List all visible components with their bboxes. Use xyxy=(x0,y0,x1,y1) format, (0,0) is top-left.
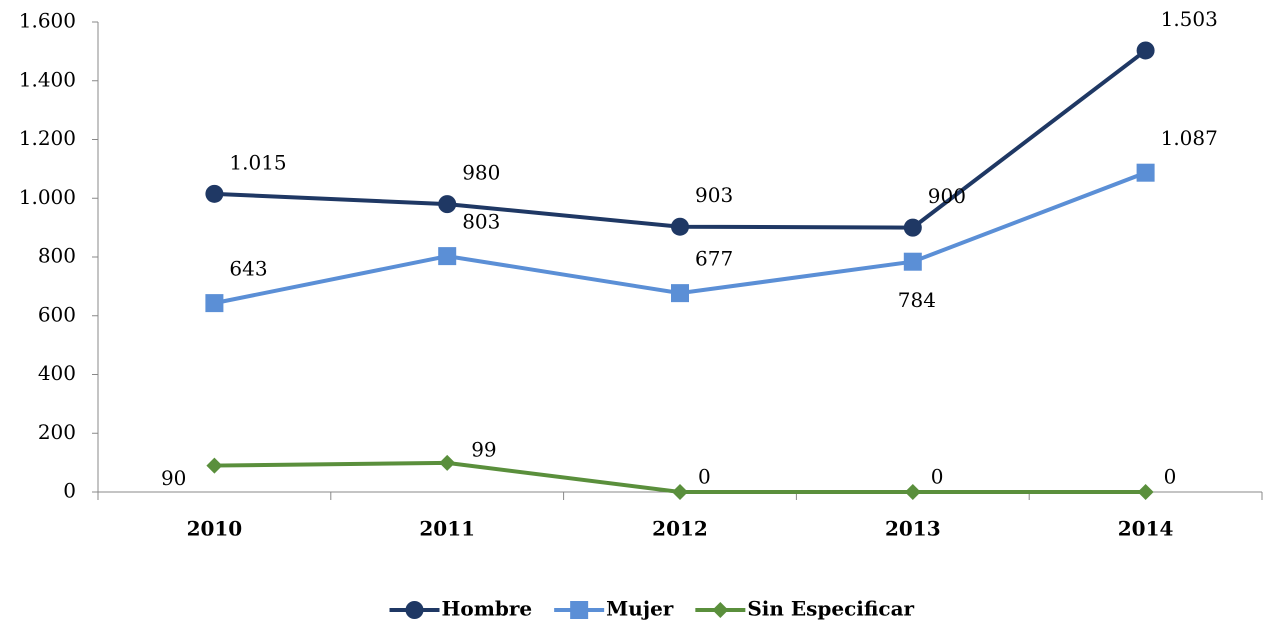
data-label: 784 xyxy=(898,288,936,312)
marker xyxy=(439,454,456,471)
marker xyxy=(904,484,921,500)
marker xyxy=(205,294,224,313)
x-tick-label: 2011 xyxy=(419,517,475,541)
marker xyxy=(206,457,223,474)
y-tick-label: 1.200 xyxy=(19,126,76,150)
marker xyxy=(671,284,689,303)
data-label: 1.015 xyxy=(229,150,286,174)
marker xyxy=(903,252,922,271)
legend-label: Mujer xyxy=(606,597,674,621)
marker xyxy=(1136,41,1155,60)
legend-label: Hombre xyxy=(442,597,533,621)
legend-marker xyxy=(570,601,589,619)
data-label: 803 xyxy=(462,210,500,234)
marker xyxy=(1136,163,1155,182)
x-tick-label: 2013 xyxy=(885,517,941,541)
data-label: 90 xyxy=(161,466,186,490)
y-tick-label: 1.600 xyxy=(19,9,76,33)
marker xyxy=(671,217,689,236)
x-tick-label: 2012 xyxy=(652,517,708,541)
legend-marker xyxy=(405,601,424,619)
y-tick-label: 600 xyxy=(38,302,76,326)
marker xyxy=(672,484,688,500)
x-tick-label: 2010 xyxy=(187,517,243,541)
data-label: 900 xyxy=(928,184,966,208)
x-tick-label: 2014 xyxy=(1118,517,1174,541)
line xyxy=(214,170,1147,306)
line xyxy=(214,48,1147,230)
data-label: 980 xyxy=(462,161,500,185)
data-label: 99 xyxy=(471,437,496,461)
legend-label: Sin Especificar xyxy=(747,597,914,621)
y-tick-label: 800 xyxy=(38,244,76,268)
y-tick-label: 0 xyxy=(63,479,76,503)
data-label: 0 xyxy=(698,465,711,489)
y-tick-label: 1.400 xyxy=(19,67,76,91)
data-label: 903 xyxy=(695,183,733,207)
y-tick-label: 400 xyxy=(38,361,76,385)
marker xyxy=(1137,484,1154,500)
marker xyxy=(438,247,457,266)
data-label: 1.087 xyxy=(1161,126,1218,150)
marker xyxy=(438,195,457,214)
data-label: 1.503 xyxy=(1161,7,1218,31)
y-tick-label: 200 xyxy=(38,420,76,444)
y-tick-label: 1.000 xyxy=(19,185,76,209)
legend-marker xyxy=(712,602,729,618)
data-label: 0 xyxy=(931,465,944,489)
data-label: 677 xyxy=(695,247,733,271)
marker xyxy=(903,218,922,237)
data-label: 0 xyxy=(1164,465,1177,489)
marker xyxy=(205,184,224,203)
data-label: 643 xyxy=(229,257,267,281)
